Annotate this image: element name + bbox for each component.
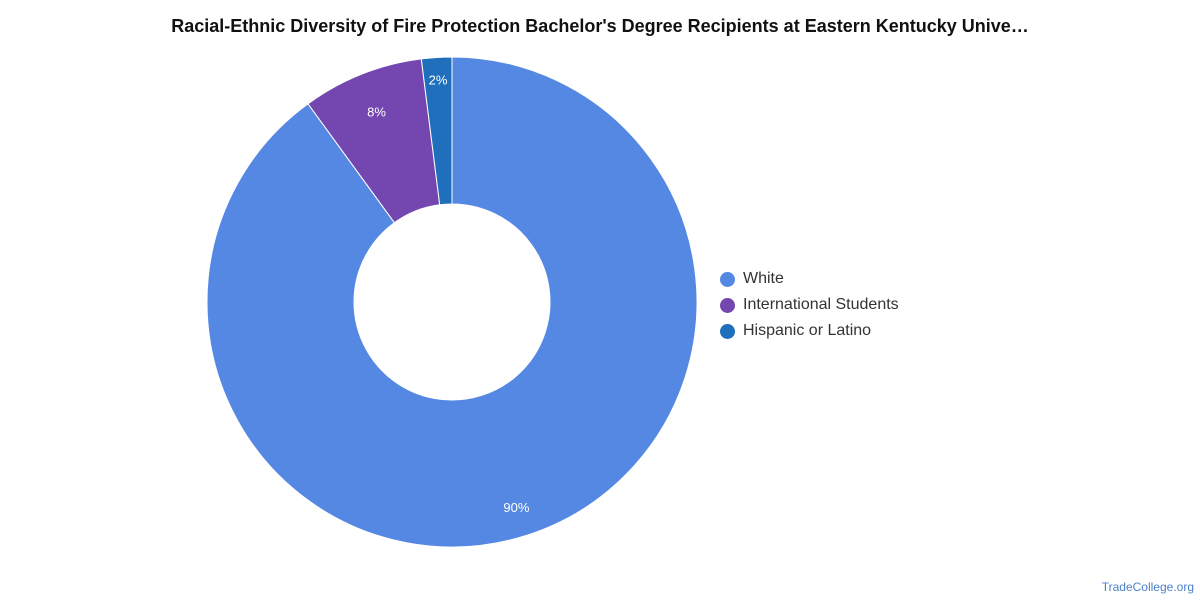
legend-label: International Students xyxy=(743,296,899,313)
slice-hispanic-or-latino[interactable] xyxy=(420,56,453,206)
slice-white[interactable] xyxy=(206,56,698,548)
legend-label: Hispanic or Latino xyxy=(743,322,872,339)
legend-label: White xyxy=(743,270,784,287)
legend-item[interactable]: Hispanic or Latino xyxy=(720,318,899,344)
slice-label-hispanic-or-latino: 2% xyxy=(429,72,448,87)
legend-swatch xyxy=(720,323,735,339)
legend-swatch xyxy=(720,297,735,313)
chart-title: Racial-Ethnic Diversity of Fire Protecti… xyxy=(171,16,1029,36)
slice-label-international-students: 8% xyxy=(367,104,386,119)
legend-swatch xyxy=(720,271,735,287)
chart-legend: White International Students Hispanic or L… xyxy=(720,266,899,344)
legend-item[interactable]: International Students xyxy=(720,292,899,318)
source-watermark[interactable]: TradeCollege.org xyxy=(1101,580,1194,594)
legend-item[interactable]: White xyxy=(720,266,899,292)
slice-label-white: 90% xyxy=(503,500,529,515)
